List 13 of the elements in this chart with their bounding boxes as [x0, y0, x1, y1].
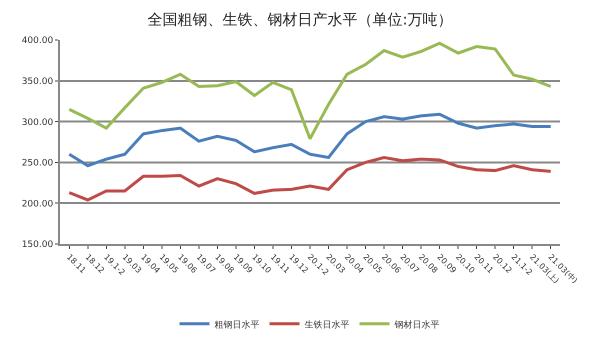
- y-tick-label: 250.00: [22, 158, 54, 169]
- line-series: [68, 42, 552, 140]
- y-tick-label: 400.00: [22, 36, 54, 46]
- line-series: [68, 112, 552, 168]
- legend-label: 生铁日水平: [304, 319, 350, 330]
- line-series: [68, 156, 552, 202]
- chart-title: 全国粗钢、生铁、钢材日产水平（单位:万吨）: [147, 10, 453, 28]
- y-tick-label: 200.00: [22, 199, 54, 210]
- y-tick-label: 150.00: [22, 240, 54, 250]
- legend-label: 钢材日水平: [394, 319, 440, 330]
- y-tick-label: 300.00: [22, 118, 54, 128]
- y-tick-label: 350.00: [22, 76, 54, 87]
- legend-label: 粗钢日水平: [214, 319, 260, 330]
